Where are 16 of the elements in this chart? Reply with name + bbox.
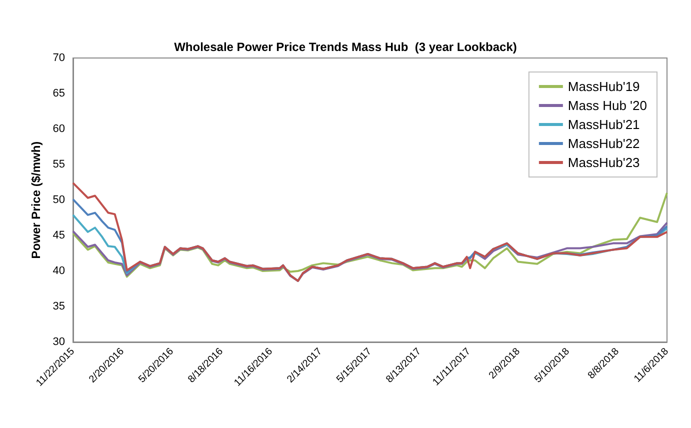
legend-label: MassHub'22 bbox=[568, 136, 640, 151]
legend-label: MassHub'23 bbox=[568, 155, 640, 170]
y-axis-title: Power Price ($/mwh) bbox=[28, 141, 43, 259]
legend-label: MassHub'19 bbox=[568, 79, 640, 94]
y-tick-label: 35 bbox=[52, 300, 65, 312]
y-tick-label: 50 bbox=[52, 194, 65, 206]
y-tick-label: 40 bbox=[52, 265, 65, 277]
y-tick-label: 60 bbox=[52, 123, 65, 135]
y-tick-label: 45 bbox=[52, 230, 65, 242]
legend-label: MassHub'21 bbox=[568, 117, 640, 132]
legend-label: Mass Hub '20 bbox=[568, 98, 648, 113]
y-tick-label: 30 bbox=[52, 336, 65, 348]
chart-title: Wholesale Power Price Trends Mass Hub (3 year Lookback) bbox=[174, 40, 517, 54]
y-tick-label: 70 bbox=[52, 52, 65, 64]
y-tick-label: 55 bbox=[52, 158, 65, 170]
y-tick-label: 65 bbox=[52, 88, 65, 100]
